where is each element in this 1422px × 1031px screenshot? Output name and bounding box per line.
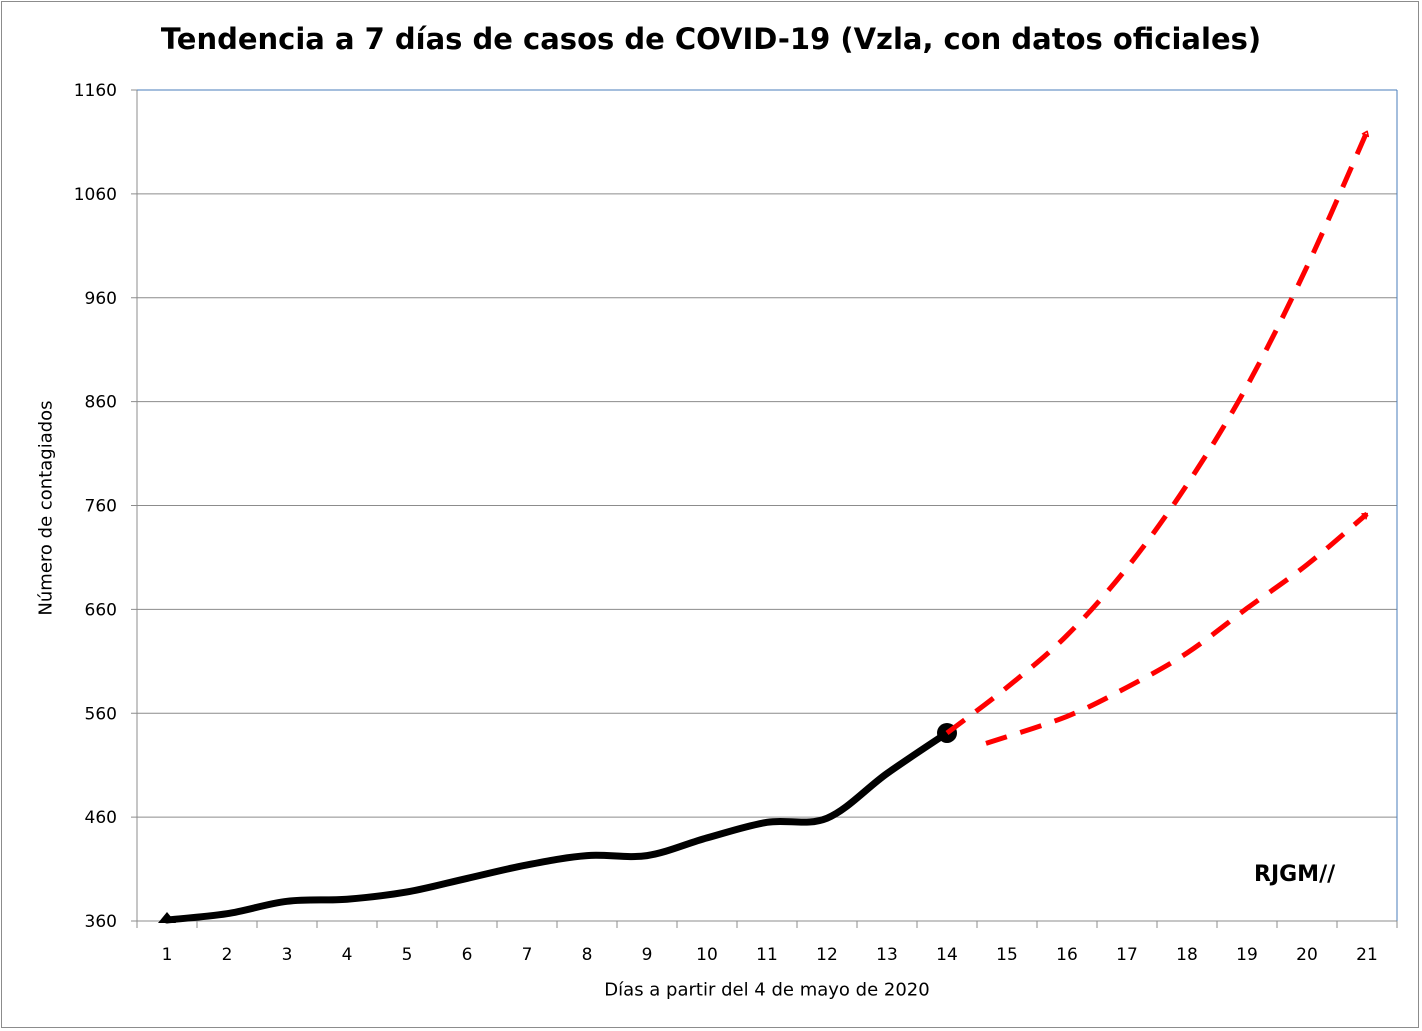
x-tick-label: 3 [282, 945, 293, 965]
y-tick-label: 360 [85, 912, 117, 932]
series-line-observed [163, 729, 951, 924]
x-tick-label: 15 [996, 945, 1018, 965]
x-tick-label: 21 [1356, 945, 1378, 965]
x-tick-label: 6 [462, 945, 473, 965]
y-tick-label: 660 [85, 600, 117, 620]
x-tick-label: 5 [402, 945, 413, 965]
x-tick-label: 18 [1176, 945, 1198, 965]
chart-title: Tendencia a 7 días de casos de COVID-19 … [160, 22, 1262, 56]
x-axis-label: Días a partir del 4 de mayo de 2020 [604, 979, 930, 1001]
start-point-marker [158, 911, 176, 923]
y-tick-label: 960 [85, 289, 117, 309]
x-tick-label: 1 [162, 945, 173, 965]
y-tick-label: 1060 [74, 185, 117, 205]
y-tick-label: 760 [85, 497, 117, 517]
x-tick-label: 8 [582, 945, 593, 965]
x-tick-label: 13 [876, 945, 898, 965]
projection-arrow-1 [945, 132, 1370, 735]
x-tick-label: 19 [1236, 945, 1258, 965]
y-tick-label: 1160 [74, 81, 117, 101]
x-tick-label: 20 [1296, 945, 1318, 965]
x-tick-label: 10 [696, 945, 718, 965]
signature-annotation: RJGM// [1254, 862, 1336, 887]
y-tick-label: 460 [85, 808, 117, 828]
x-tick-label: 14 [936, 945, 958, 965]
y-tick-label: 860 [85, 393, 117, 413]
x-tick-label: 4 [342, 945, 353, 965]
x-tick-label: 9 [642, 945, 653, 965]
x-tick-label: 17 [1116, 945, 1138, 965]
y-tick-label: 560 [85, 704, 117, 724]
x-tick-label: 16 [1056, 945, 1078, 965]
x-tick-label: 11 [756, 945, 778, 965]
x-tick-label: 12 [816, 945, 838, 965]
x-tick-label: 2 [222, 945, 233, 965]
x-tick-label: 7 [522, 945, 533, 965]
projection-arrow-2 [985, 511, 1369, 746]
